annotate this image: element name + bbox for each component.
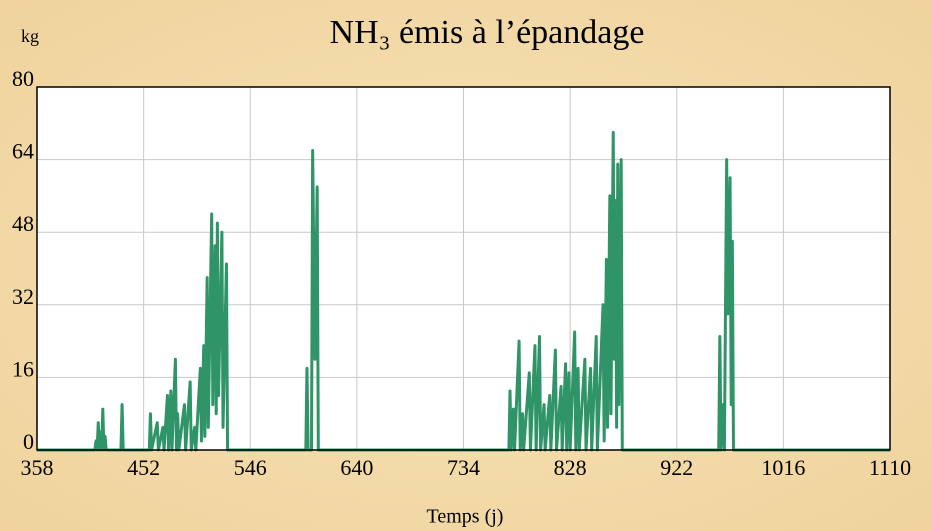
x-tick-label: 734	[447, 455, 480, 480]
chart-title: NH₃ émis à l’épandage	[330, 14, 645, 51]
x-tick-label: 1016	[761, 455, 805, 480]
x-tick-label: 922	[660, 455, 693, 480]
x-tick-label: 640	[340, 455, 373, 480]
y-tick-label: 32	[12, 284, 34, 309]
x-tick-label: 358	[21, 455, 54, 480]
y-tick-label: 80	[12, 66, 34, 91]
plot-frame	[36, 86, 891, 451]
x-tick-label: 1110	[869, 455, 911, 480]
x-tick-label: 546	[234, 455, 267, 480]
y-tick-label: 64	[12, 139, 34, 164]
y-tick-label: 0	[23, 429, 34, 454]
data-line	[37, 130, 890, 452]
y-tick-label: 16	[12, 356, 34, 381]
x-tick-label: 452	[127, 455, 160, 480]
x-tick-label: 828	[554, 455, 587, 480]
y-tick-label: 48	[12, 211, 34, 236]
x-axis-label: Temps (j)	[427, 506, 504, 528]
y-axis-label: kg	[21, 26, 39, 46]
